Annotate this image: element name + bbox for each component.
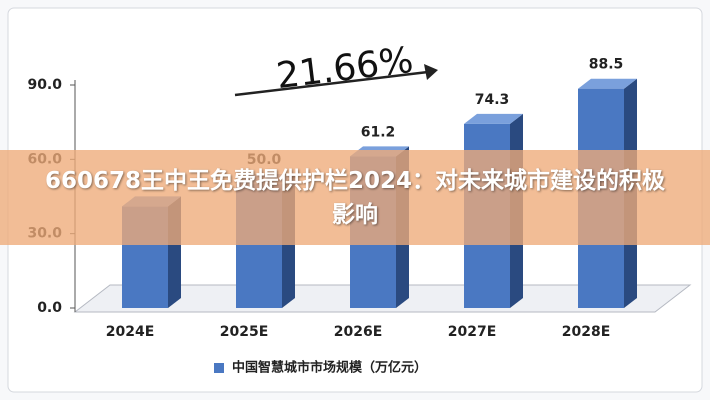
x-tick-label: 2028E	[562, 324, 611, 340]
value-label: 61.2	[361, 124, 396, 140]
growth-arrow	[234, 70, 429, 97]
x-tick-label: 2024E	[106, 324, 155, 340]
title-banner: 660678王中王免费提供护栏2024：对未来城市建设的积极影响	[0, 150, 710, 245]
bar-top	[578, 78, 637, 89]
x-tick-label: 2027E	[448, 324, 497, 340]
x-tick-label: 2025E	[220, 324, 269, 340]
y-tick-label: 0.0	[37, 300, 62, 316]
y-tick-label: 90.0	[27, 77, 62, 93]
legend-label: 中国智慧城市市场规模（万亿元）	[232, 360, 427, 376]
bar-top	[464, 113, 523, 124]
value-label: 88.5	[589, 57, 624, 73]
overlay-title: 660678王中王免费提供护栏2024：对未来城市建设的积极影响	[44, 167, 666, 228]
x-tick-label: 2026E	[334, 324, 383, 340]
legend-swatch	[214, 363, 224, 373]
arrow-head	[424, 64, 438, 80]
value-label: 74.3	[475, 92, 510, 108]
